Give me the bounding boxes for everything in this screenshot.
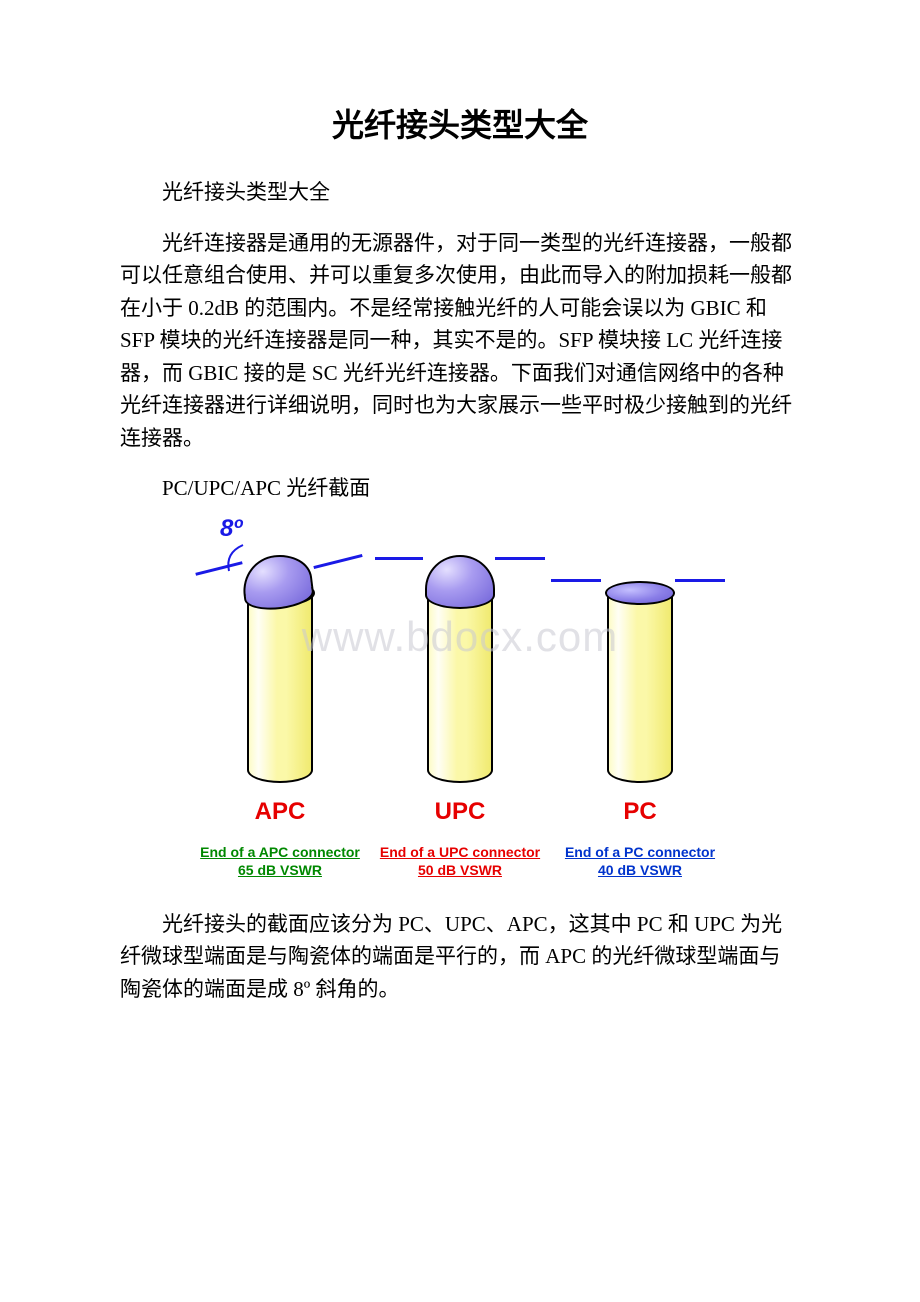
pc-dash-right	[675, 579, 725, 582]
page-title: 光纤接头类型大全	[120, 100, 800, 146]
pc-caption-l2: 40 dB VSWR	[598, 862, 682, 878]
pc-top-flat	[605, 581, 675, 605]
upc-dome	[425, 555, 495, 609]
section-heading: PC/UPC/APC 光纤截面	[120, 472, 800, 505]
pc-dash-left	[551, 579, 601, 582]
explanation-paragraph: 光纤接头的截面应该分为 PC、UPC、APC，这其中 PC 和 UPC 为光纤微…	[120, 908, 800, 1006]
apc-dash-right	[313, 554, 362, 569]
connector-diagram: www.bdocx.com 8º APC End of a APC connec…	[180, 523, 740, 903]
watermark-text: www.bdocx.com	[302, 613, 618, 661]
apc-caption-l2: 65 dB VSWR	[238, 862, 322, 878]
pc-name: PC	[555, 798, 725, 826]
upc-dash-left	[375, 557, 423, 560]
apc-caption: End of a APC connector 65 dB VSWR	[195, 843, 365, 879]
upc-caption: End of a UPC connector 50 dB VSWR	[375, 843, 545, 879]
apc-caption-l1: End of a APC connector	[200, 844, 360, 860]
apc-name: APC	[195, 798, 365, 826]
subtitle-text: 光纤接头类型大全	[120, 176, 800, 209]
upc-caption-l2: 50 dB VSWR	[418, 862, 502, 878]
angle-label: 8º	[220, 515, 242, 543]
upc-name: UPC	[375, 798, 545, 826]
pc-caption-l1: End of a PC connector	[565, 844, 715, 860]
upc-dash-right	[495, 557, 545, 560]
pc-caption: End of a PC connector 40 dB VSWR	[555, 843, 725, 879]
angle-arc-icon	[223, 541, 273, 581]
upc-caption-l1: End of a UPC connector	[380, 844, 540, 860]
intro-paragraph: 光纤连接器是通用的无源器件，对于同一类型的光纤连接器，一般都可以任意组合使用、并…	[120, 227, 800, 455]
